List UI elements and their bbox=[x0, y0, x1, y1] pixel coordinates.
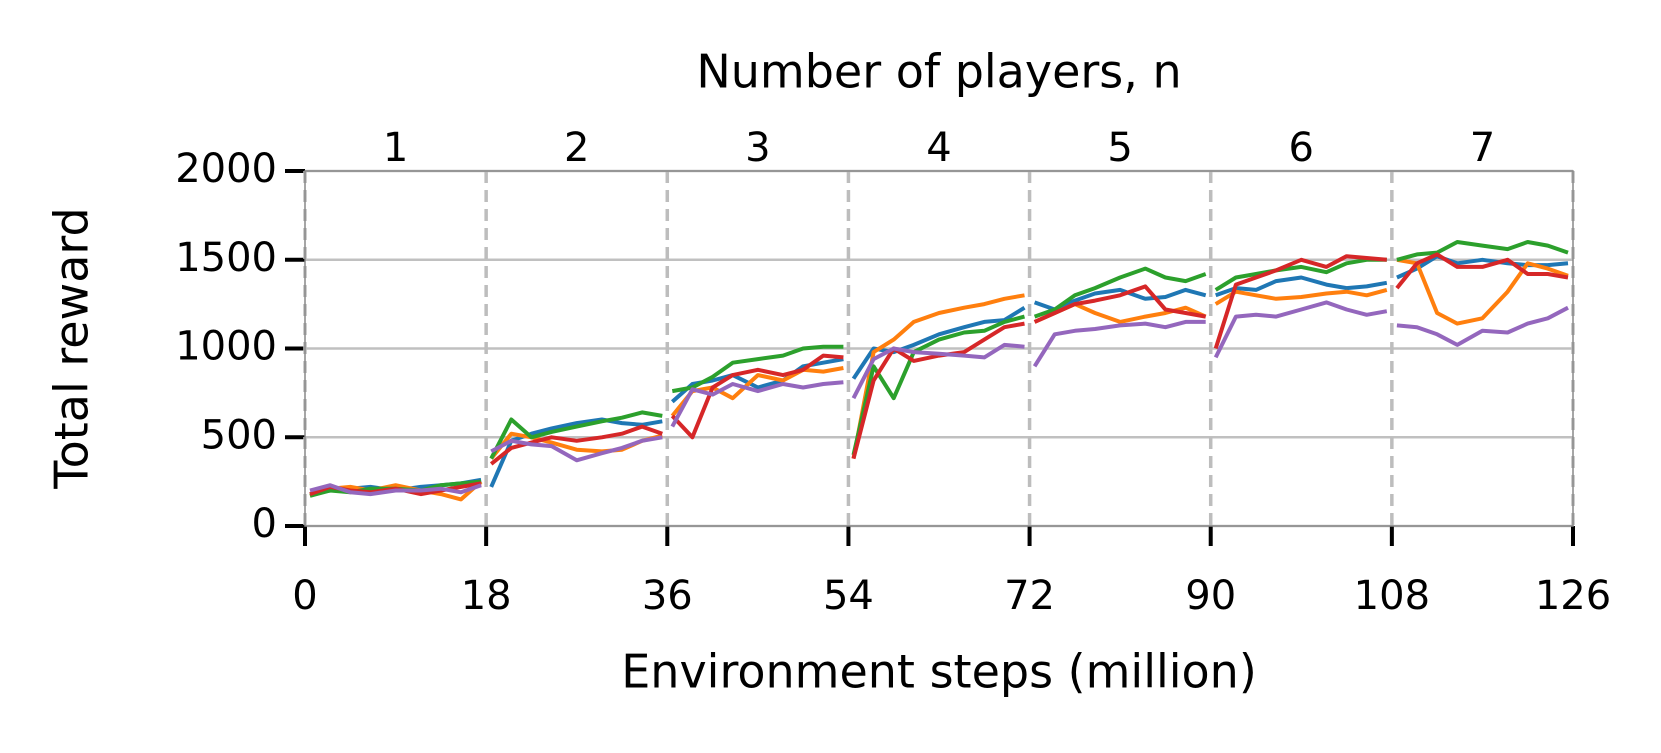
x-tick-label: 36 bbox=[642, 573, 693, 619]
plot-frame bbox=[304, 170, 1574, 527]
x-tick-label: 108 bbox=[1354, 573, 1430, 619]
y-tick-label: 2000 bbox=[175, 146, 277, 192]
series-line bbox=[309, 257, 1569, 502]
y-axis-label: Total reward bbox=[45, 207, 99, 489]
y-tick-label: 0 bbox=[252, 501, 277, 547]
x-tick-label: 0 bbox=[292, 573, 317, 619]
top-axis-label: Number of players, n bbox=[696, 45, 1181, 99]
x-tick-label: 54 bbox=[823, 573, 874, 619]
x-axis-label: Environment steps (million) bbox=[621, 645, 1257, 699]
y-tick-label: 1500 bbox=[175, 235, 277, 281]
y-tick-label: 1000 bbox=[175, 324, 277, 370]
y-tick-label: 500 bbox=[201, 412, 277, 458]
series-line bbox=[309, 300, 1569, 497]
x-tick-label: 90 bbox=[1185, 573, 1236, 619]
x-tick-label: 18 bbox=[461, 573, 512, 619]
top-tick-label: 6 bbox=[1289, 125, 1314, 171]
top-tick-label: 1 bbox=[383, 125, 408, 171]
top-tick-label: 5 bbox=[1107, 125, 1132, 171]
x-tick-label: 126 bbox=[1535, 573, 1611, 619]
x-tick-label: 72 bbox=[1004, 573, 1055, 619]
top-tick-label: 3 bbox=[745, 125, 770, 171]
top-tick-label: 4 bbox=[926, 125, 951, 171]
top-tick-label: 7 bbox=[1470, 125, 1495, 171]
top-tick-label: 2 bbox=[564, 125, 589, 171]
